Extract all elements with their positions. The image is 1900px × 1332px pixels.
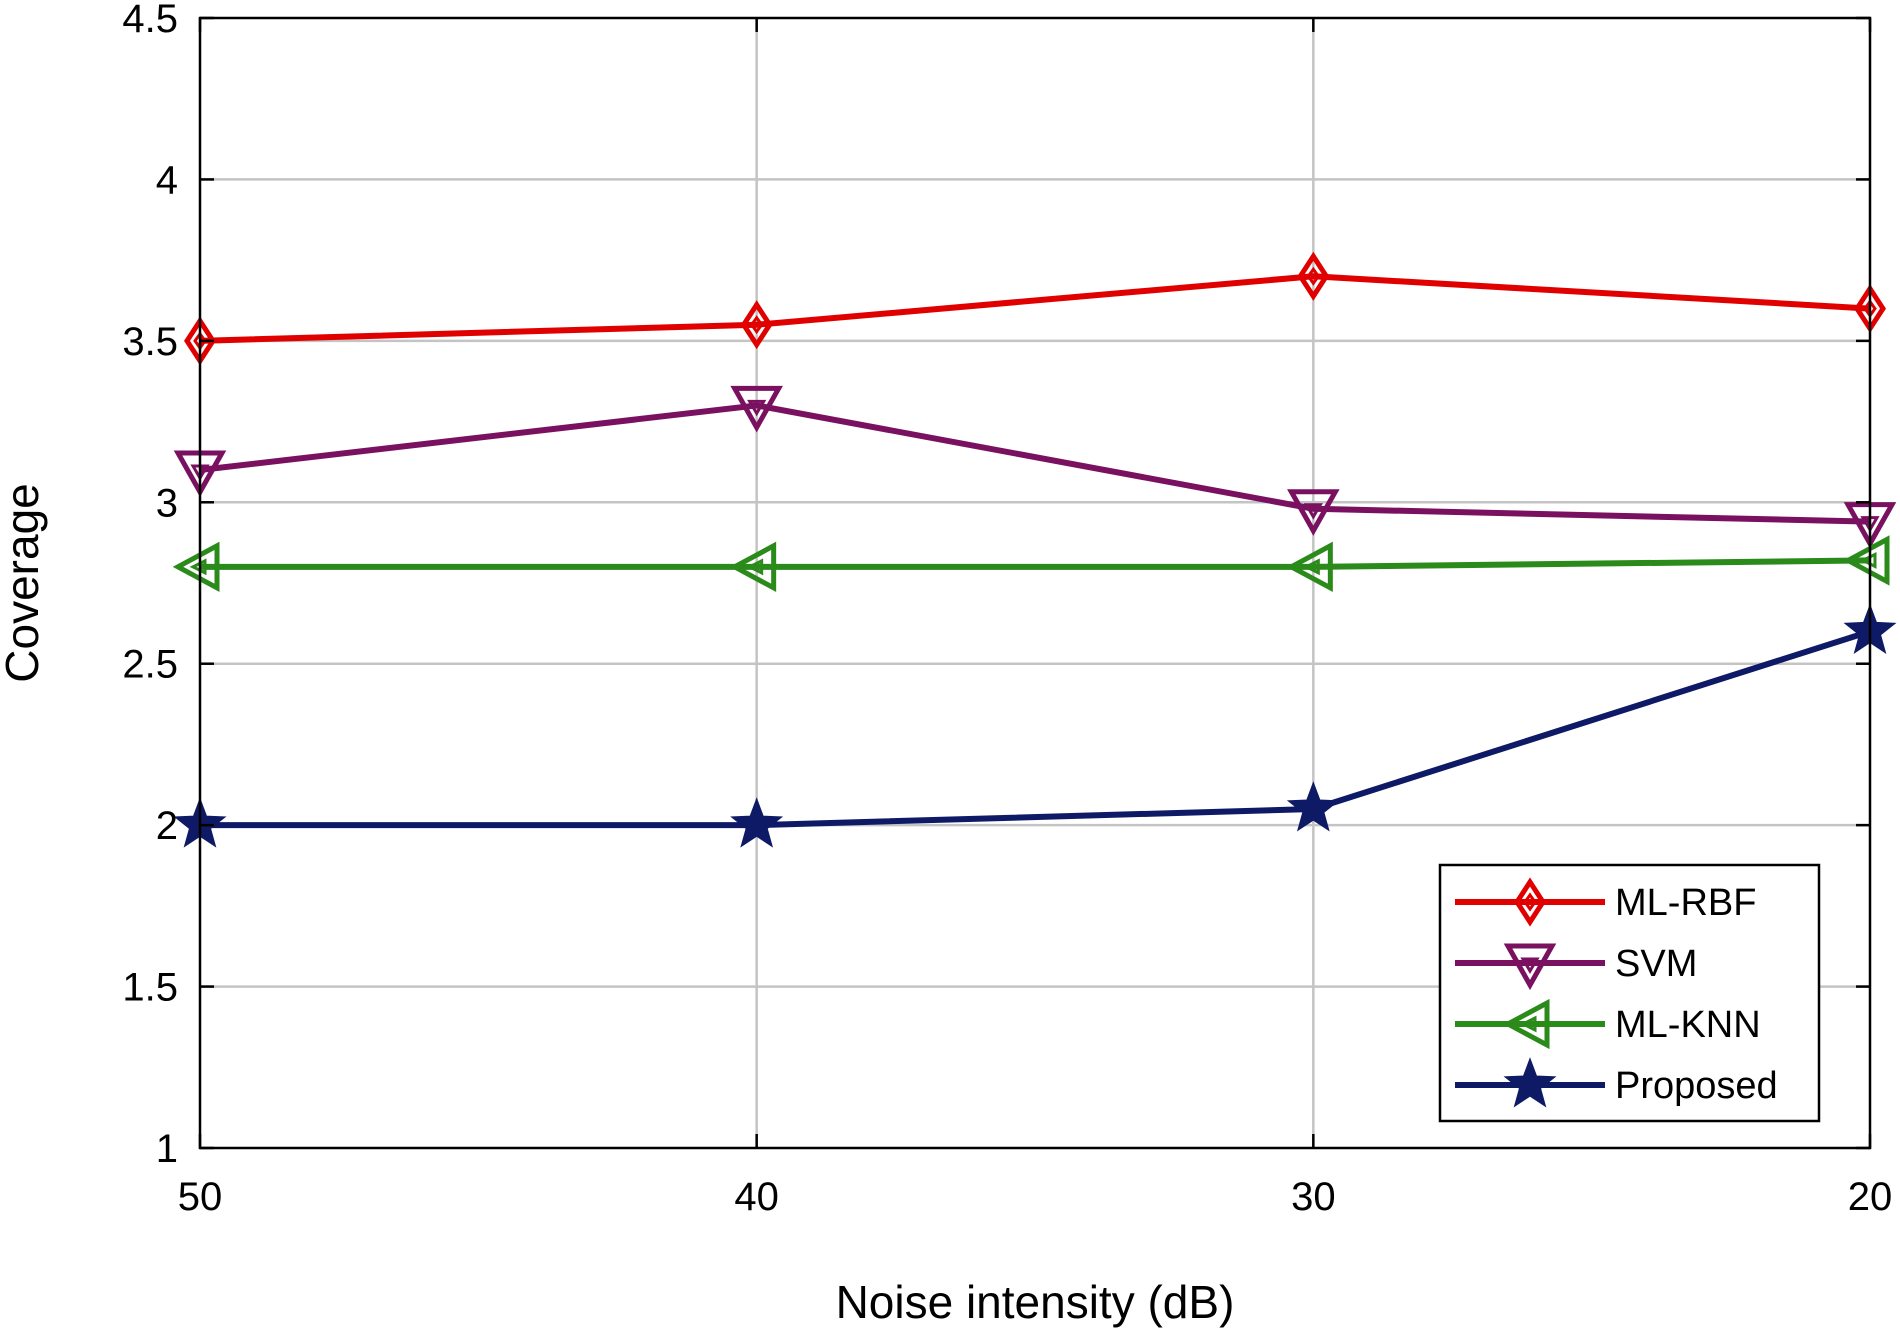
legend-label-svm: SVM [1615,943,1697,985]
data-point-ml-rbf-outline [1297,251,1330,301]
legend-marker-ml-rbf-inner [1523,892,1537,912]
legend-label-proposed: Proposed [1615,1065,1778,1107]
data-point-svm [1287,489,1340,536]
series-line-ml-rbf [199,273,1871,344]
legend-marker-ml-rbf [1514,877,1546,927]
data-point-svm-inner [1303,503,1323,520]
data-point-ml-rbf [740,300,773,350]
data-point-ml-knn [729,541,777,593]
legend-marker-ml-rbf-outline [1514,877,1546,927]
legend-box [1438,863,1821,1123]
legend-marker-svm-outline [1503,943,1557,991]
legend-marker-ml-knn [1502,998,1550,1050]
data-point-svm [730,385,783,433]
y-tick-label: 3 [156,481,178,525]
plot-frame [198,16,1872,1150]
data-point-ml-rbf-inner [1306,266,1321,286]
x-tick-label: 20 [1848,1175,1893,1219]
y-tick-label: 4 [156,158,178,202]
axis-ticks [198,16,1872,1150]
data-point-ml-rbf-outline [740,300,773,350]
legend-marker-proposed [1503,1057,1557,1108]
data-point-proposed [1286,781,1340,832]
legend-item-ml-knn: ML-KNN [1455,998,1761,1050]
y-tick-label: 2 [156,804,178,848]
y-tick-label: 4.5 [122,0,178,41]
data-point-ml-rbf-inner [749,315,764,335]
data-point-ml-knn-outline [1842,535,1890,586]
series-line-svm [199,402,1871,525]
data-point-svm-outline [730,385,783,433]
tick-labels: 50 40 30 20 1 1.5 2 2.5 3 3.5 4 4.5 [122,0,1892,1219]
data-point-ml-knn-inner [746,558,764,576]
y-tick-label: 1 [156,1127,178,1171]
x-axis-label: Noise intensity (dB) [836,1276,1235,1328]
y-axis-label: Coverage [0,483,48,682]
series-line-proposed [200,628,1871,829]
data-point-svm-inner [747,399,767,417]
y-tick-label: 1.5 [122,966,178,1010]
x-tick-label: 50 [178,1175,223,1219]
legend-item-ml-rbf: ML-RBF [1455,877,1756,927]
legend-marker-svm [1503,943,1557,991]
data-point-ml-knn-outline [1286,541,1333,593]
legend-item-svm: SVM [1455,943,1697,991]
y-tick-label: 2.5 [122,643,178,687]
data-point-ml-knn [1286,541,1333,593]
data-point-ml-knn-inner [1302,558,1320,576]
legend-label-ml-knn: ML-KNN [1615,1004,1761,1046]
y-tick-label: 3.5 [122,320,178,364]
legend: ML-RBF SVM ML-KNN Proposed [1438,863,1821,1123]
x-tick-label: 40 [734,1175,779,1219]
legend-marker-ml-knn-inner [1519,1015,1537,1033]
x-tick-label: 30 [1291,1175,1336,1219]
data-point-ml-rbf [1297,251,1330,301]
legend-item-proposed: Proposed [1455,1057,1778,1108]
legend-marker-svm-inner [1520,957,1540,974]
legend-label-ml-rbf: ML-RBF [1615,882,1756,924]
series-svm [173,385,1897,549]
series-line-ml-knn [200,557,1871,570]
data-point-svm-outline [1287,489,1340,536]
data-point-proposed [730,797,784,848]
legend-marker-ml-knn-outline [1502,998,1550,1050]
data-point-ml-knn-outline [729,541,777,593]
data-point-ml-knn-outline [172,541,220,593]
